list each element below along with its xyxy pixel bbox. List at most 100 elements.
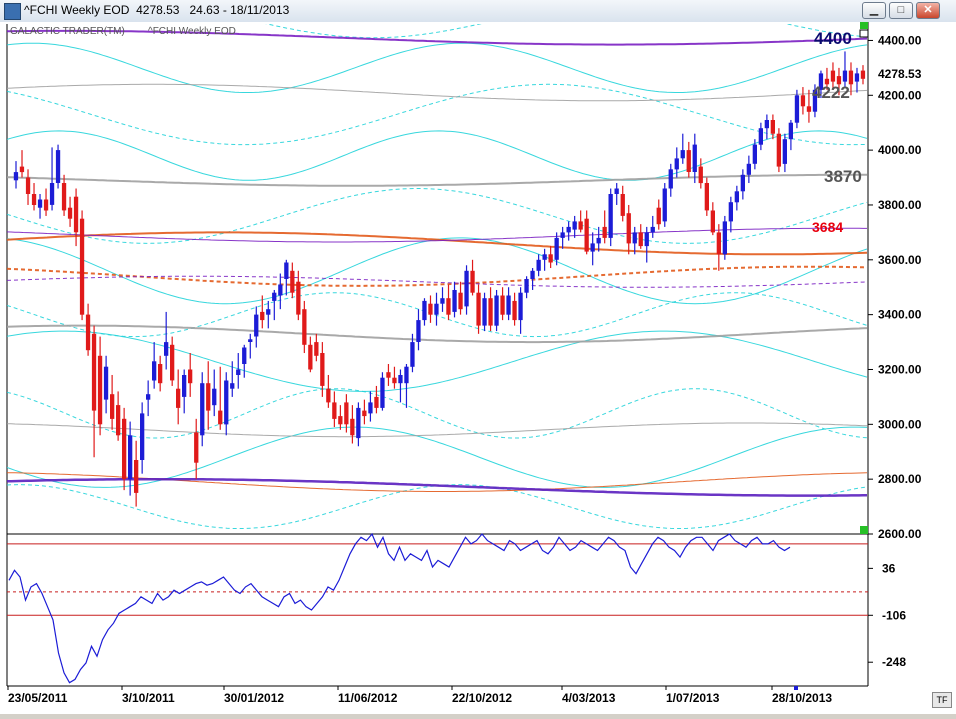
candle-body — [428, 303, 433, 315]
tf-button[interactable]: TF — [932, 692, 952, 708]
candle-body — [596, 237, 601, 244]
candle-body — [518, 292, 523, 321]
candle-body — [734, 191, 739, 203]
cycle-wave-1 — [265, 24, 868, 39]
candle-body — [296, 281, 301, 315]
window-titlebar: ^FCHI Weekly EOD 4278.53 24.63 - 18/11/2… — [0, 0, 956, 23]
candle-body — [37, 199, 43, 208]
candle-body — [278, 284, 283, 296]
plot-background — [7, 24, 868, 686]
candle-body — [362, 410, 367, 417]
candle-body — [302, 309, 307, 345]
x-cursor-marker — [794, 686, 798, 690]
legend-galactic: GALACTIC TRADER(TM) — [10, 26, 125, 37]
candle-body — [254, 314, 259, 337]
candle-body — [446, 298, 451, 315]
candle-body — [824, 78, 830, 85]
minimize-button[interactable]: ▁ — [862, 2, 886, 19]
candle-body — [308, 344, 313, 370]
candle-body — [164, 342, 169, 356]
candle-body — [800, 95, 806, 107]
candle-body — [680, 150, 685, 159]
chart-canvas: 2600.00 2800.00 3000.00 3200.00 3400.00 3600.… — [6, 22, 956, 714]
level-label-3684: 3684 — [812, 219, 843, 235]
cycle-wave-19 — [7, 29, 868, 46]
candle-body — [524, 279, 529, 293]
candle-body — [452, 290, 457, 312]
candle-body — [176, 388, 181, 408]
candle-body — [122, 418, 127, 480]
candle-body — [374, 396, 379, 408]
cycle-wave-14 — [7, 324, 868, 344]
candle-body — [668, 169, 673, 189]
x-tick-label: 1/07/2013 — [666, 691, 720, 705]
candle-body — [55, 150, 61, 183]
candle-body — [392, 377, 397, 384]
candle-body — [224, 380, 229, 425]
cycle-wave-10 — [7, 426, 868, 488]
scroll-marker-bottom — [860, 526, 868, 534]
candle-body — [788, 122, 793, 140]
candle-body — [404, 366, 409, 384]
candle-body — [860, 70, 866, 79]
x-tick-label: 28/10/2013 — [772, 691, 832, 705]
candle-body — [356, 407, 361, 439]
candle-body — [494, 295, 499, 326]
oscillator-line — [8, 532, 791, 684]
x-tick-label: 23/05/2011 — [8, 691, 68, 705]
candle-body — [49, 183, 55, 205]
oscillator-group: 36 -106 -248 — [7, 532, 906, 684]
candle-body — [776, 133, 781, 167]
cycle-wave-9 — [7, 388, 868, 439]
cycle-wave-8 — [7, 330, 868, 392]
candle-body — [566, 226, 571, 233]
y-tick-label: 4000.00 — [878, 143, 922, 157]
candle-body — [758, 128, 763, 145]
candle-body — [440, 298, 445, 304]
x-tick-label: 22/10/2012 — [452, 691, 512, 705]
candle-body — [506, 295, 511, 315]
candle-body — [85, 314, 91, 351]
candle-body — [103, 366, 109, 400]
cycle-wave-2 — [7, 42, 868, 93]
cycle-wave-20 — [7, 477, 867, 497]
candle-body — [698, 166, 703, 184]
candle-body — [626, 213, 631, 244]
cycle-wave-15 — [7, 422, 868, 438]
candle-body — [368, 402, 373, 414]
level-label-4400: 4400 — [814, 29, 852, 48]
chart-frame: 2600.00 2800.00 3000.00 3200.00 3400.00 3600.… — [0, 22, 956, 714]
level-label-4222: 4222 — [812, 83, 850, 102]
close-button[interactable]: ✕ — [916, 2, 940, 19]
y-tick-label: 4200.00 — [878, 88, 922, 102]
candle-body — [140, 413, 145, 460]
candle-body — [170, 344, 175, 381]
candle-body — [464, 270, 469, 307]
candle-body — [350, 418, 355, 436]
candle-body — [380, 377, 385, 408]
candle-body — [632, 232, 637, 244]
candle-body — [338, 416, 343, 425]
candle-body — [284, 262, 289, 279]
candle-body — [332, 402, 337, 419]
cycle-wave-17 — [7, 265, 868, 287]
candle-body — [152, 361, 157, 381]
candle-body — [560, 232, 565, 238]
candle-body — [97, 355, 103, 425]
candle-body — [116, 405, 121, 436]
axis-background — [868, 22, 956, 714]
candle-body — [476, 292, 481, 326]
candle-body — [590, 243, 595, 252]
y-tick-label: 4400.00 — [878, 33, 922, 47]
cycle-wave-3 — [7, 83, 868, 146]
candle-body — [500, 295, 505, 315]
candle-body — [248, 339, 253, 342]
candle-body — [704, 183, 709, 211]
osc-tick-label: 36 — [882, 561, 896, 575]
candle-body — [854, 73, 860, 82]
maximize-button[interactable]: □ — [889, 2, 913, 19]
y-tick-label: 3400.00 — [878, 308, 922, 322]
candle-body — [830, 70, 836, 82]
cycle-wave-22 — [7, 275, 868, 288]
candle-body — [25, 177, 31, 194]
